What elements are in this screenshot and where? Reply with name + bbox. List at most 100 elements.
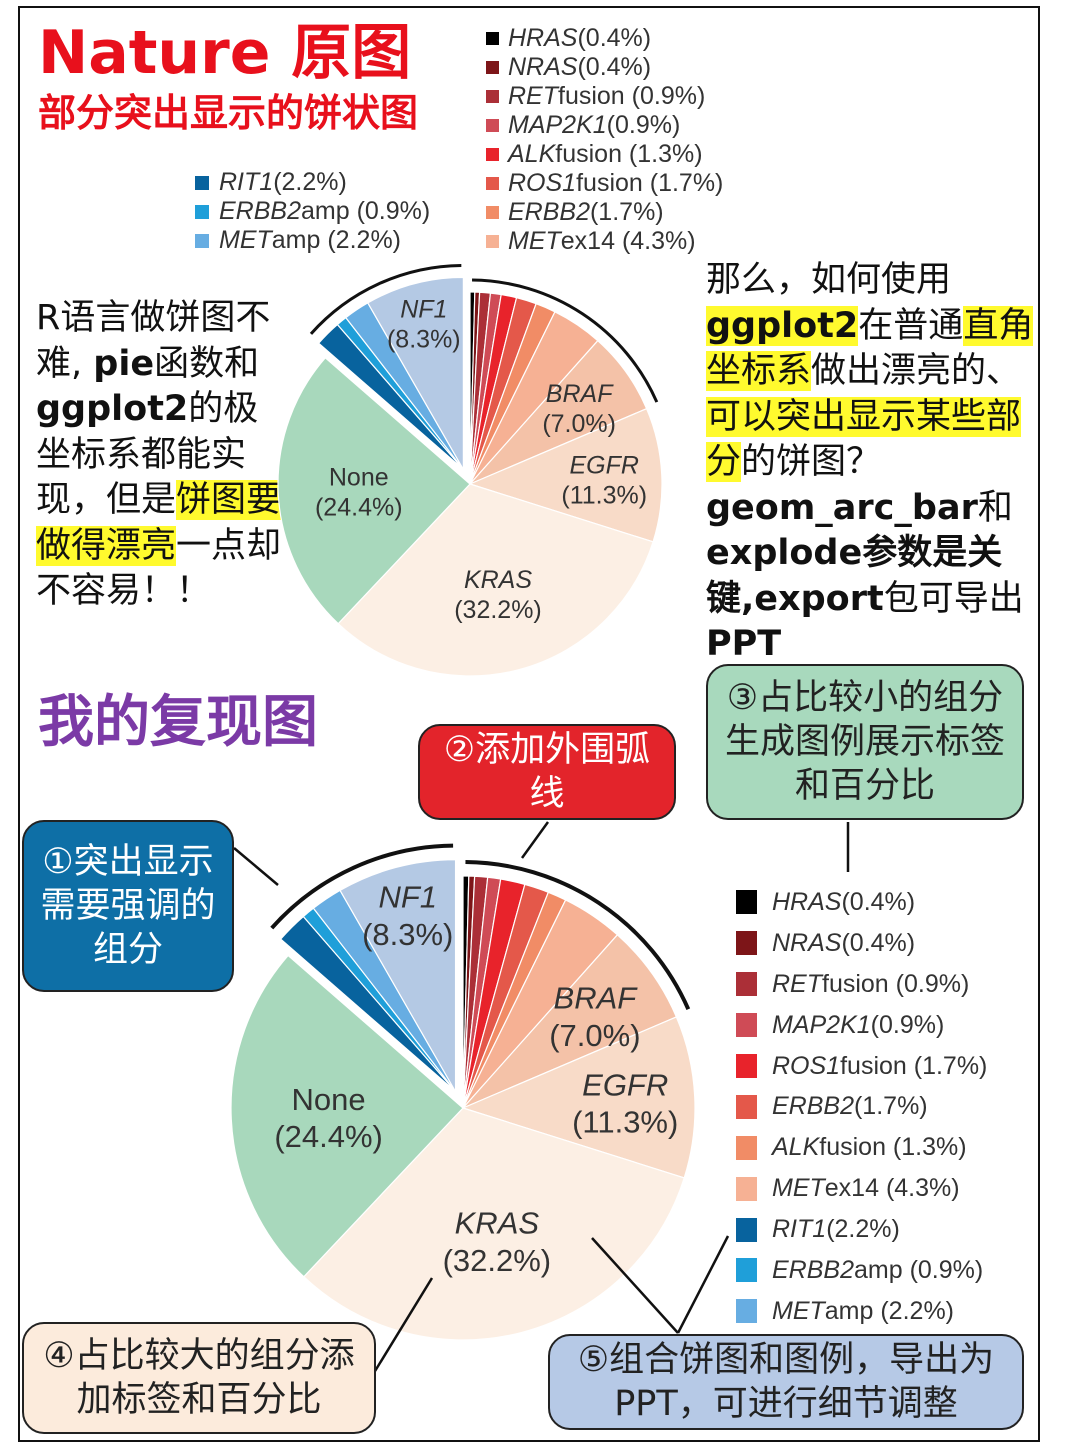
legend-item: MET ex14 (4.3%) — [486, 227, 723, 256]
legend-item: RET fusion (0.9%) — [486, 82, 723, 111]
legend-gene: MET — [219, 226, 272, 254]
pie-slice — [339, 859, 457, 1094]
slice-percent: (11.3%) — [561, 482, 647, 510]
legend-swatch — [736, 1258, 757, 1283]
legend-suffix: fusion (0.9%) — [558, 82, 706, 110]
legend-item: MET amp (2.2%) — [195, 226, 430, 255]
legend-gene: ERBB2 — [508, 198, 590, 226]
slice-percent: (24.4%) — [315, 494, 403, 522]
legend-suffix: (0.4%) — [577, 24, 652, 52]
outer-arc-blue-group — [309, 263, 462, 335]
slice-percent: (32.2%) — [443, 1243, 552, 1278]
legend-swatch — [736, 931, 757, 956]
legend-swatch — [486, 61, 499, 74]
legend-gene: RET — [508, 82, 558, 110]
legend-swatch — [486, 177, 499, 190]
legend-swatch — [736, 972, 757, 997]
slice-label: NF1 — [400, 295, 447, 323]
slice-percent: (7.0%) — [542, 410, 616, 438]
left-text-3: 函数和 — [154, 343, 260, 384]
callout-outer-arc: ②添加外围弧线 — [418, 724, 676, 820]
slice-percent: (7.0%) — [549, 1018, 640, 1053]
slice-label: None — [292, 1082, 366, 1117]
slice-label: EGFR — [582, 1067, 668, 1102]
legend-item: ERBB2 amp (0.9%) — [736, 1250, 987, 1291]
legend-swatch — [736, 890, 757, 915]
right-text-13: 包可导出 — [883, 578, 1024, 619]
right-text-1: 那么，如何使用 — [706, 260, 952, 300]
figure-frame — [18, 6, 1040, 1442]
legend-swatch — [736, 1299, 757, 1324]
right-text-explode: explode — [706, 533, 863, 573]
legend-gene: RIT1 — [219, 168, 274, 196]
legend-swatch — [486, 148, 499, 161]
slice-percent: (32.2%) — [454, 596, 542, 624]
right-text-geom-arc-bar: geom_arc_bar — [706, 487, 978, 528]
connector-5b — [676, 1235, 730, 1334]
slice-label: BRAF — [554, 981, 639, 1016]
legend-gene: NRAS — [508, 53, 578, 81]
legend-gene: MET — [772, 1296, 825, 1325]
legend-gene: ERBB2 — [219, 197, 301, 225]
legend-item: NRAS (0.4%) — [486, 53, 723, 82]
legend-suffix: (0.4%) — [577, 53, 652, 81]
top-legend-left: RIT1 (2.2%) ERBB2 amp (0.9%) MET amp (2.2%… — [195, 168, 430, 255]
right-text-11: 参数是关键, — [706, 533, 1003, 619]
legend-swatch — [486, 90, 499, 103]
pie-slice — [277, 356, 471, 625]
pie-chart-reproduction: BRAF(7.0%) EGFR(11.3%) KRAS(32.2%) None(24.… — [230, 843, 696, 1341]
legend-swatch — [195, 175, 209, 190]
legend-item: MAP2K1 (0.9%) — [736, 1005, 987, 1046]
pie-slice — [462, 933, 678, 1109]
outer-arc-red-group — [465, 860, 691, 1011]
legend-gene: NRAS — [772, 928, 842, 957]
legend-swatch — [736, 1217, 757, 1242]
legend-item: RIT1 (2.2%) — [736, 1209, 987, 1250]
right-text-9: 和 — [977, 487, 1013, 528]
left-text-pie: pie — [93, 343, 155, 384]
legend-swatch — [195, 204, 209, 219]
legend-swatch — [736, 1013, 757, 1038]
slice-label: KRAS — [455, 1206, 540, 1241]
legend-suffix: fusion (1.3%) — [819, 1133, 967, 1162]
legend-item: MAP2K1 (0.9%) — [486, 111, 723, 140]
legend-gene: ERBB2 — [772, 1255, 854, 1284]
legend-suffix: ex14 (4.3%) — [560, 227, 696, 255]
nature-subtitle: 部分突出显示的饼状图 — [38, 91, 419, 135]
pie-slice — [468, 407, 663, 543]
top-legend-right: HRAS (0.4%) NRAS (0.4%) RET fusion (0.9%) M… — [486, 24, 723, 256]
legend-swatch — [195, 233, 209, 248]
pie-slice — [302, 1107, 685, 1341]
slice-label: NF1 — [378, 880, 437, 915]
legend-suffix: amp (2.2%) — [271, 226, 401, 254]
legend-suffix: amp (2.2%) — [824, 1296, 954, 1325]
legend-item: ROS1 fusion (1.7%) — [736, 1046, 987, 1087]
callout-connectors — [233, 821, 850, 1377]
left-description: R语言做饼图不难, pie函数和ggplot2的极坐标系都能实现，但是饼图要做得… — [36, 296, 286, 615]
left-text-ggplot2: ggplot2 — [36, 389, 189, 429]
legend-item: HRAS (0.4%) — [486, 24, 723, 53]
legend-gene: HRAS — [508, 24, 578, 52]
legend-swatch — [486, 119, 499, 132]
legend-swatch — [736, 1094, 757, 1119]
legend-suffix: amp (0.9%) — [300, 197, 431, 225]
right-text-export: export — [754, 578, 884, 619]
legend-item: MET ex14 (4.3%) — [736, 1168, 987, 1209]
legend-swatch — [486, 32, 499, 45]
callout-highlight: ①突出显示需要强调的组分 — [22, 820, 234, 992]
legend-gene: ALK — [508, 140, 556, 168]
right-text-5: 做出漂亮的、 — [811, 351, 1022, 391]
legend-gene: RIT1 — [772, 1215, 827, 1244]
legend-suffix: fusion (1.7%) — [576, 169, 724, 197]
legend-suffix: (1.7%) — [589, 198, 664, 226]
legend-suffix: fusion (1.7%) — [840, 1051, 988, 1080]
legend-suffix: (0.4%) — [841, 887, 916, 916]
legend-item: NRAS (0.4%) — [736, 923, 987, 964]
legend-item: ROS1 fusion (1.7%) — [486, 169, 723, 198]
legend-suffix: fusion (1.3%) — [555, 140, 703, 168]
legend-suffix: (2.2%) — [826, 1215, 900, 1244]
right-text-ppt: PPT — [706, 624, 782, 664]
legend-gene: MAP2K1 — [508, 111, 607, 139]
legend-suffix: fusion (0.9%) — [822, 969, 970, 998]
right-description: 那么，如何使用ggplot2在普通直角坐标系做出漂亮的、可以突出显示某些部分的饼… — [706, 258, 1036, 668]
